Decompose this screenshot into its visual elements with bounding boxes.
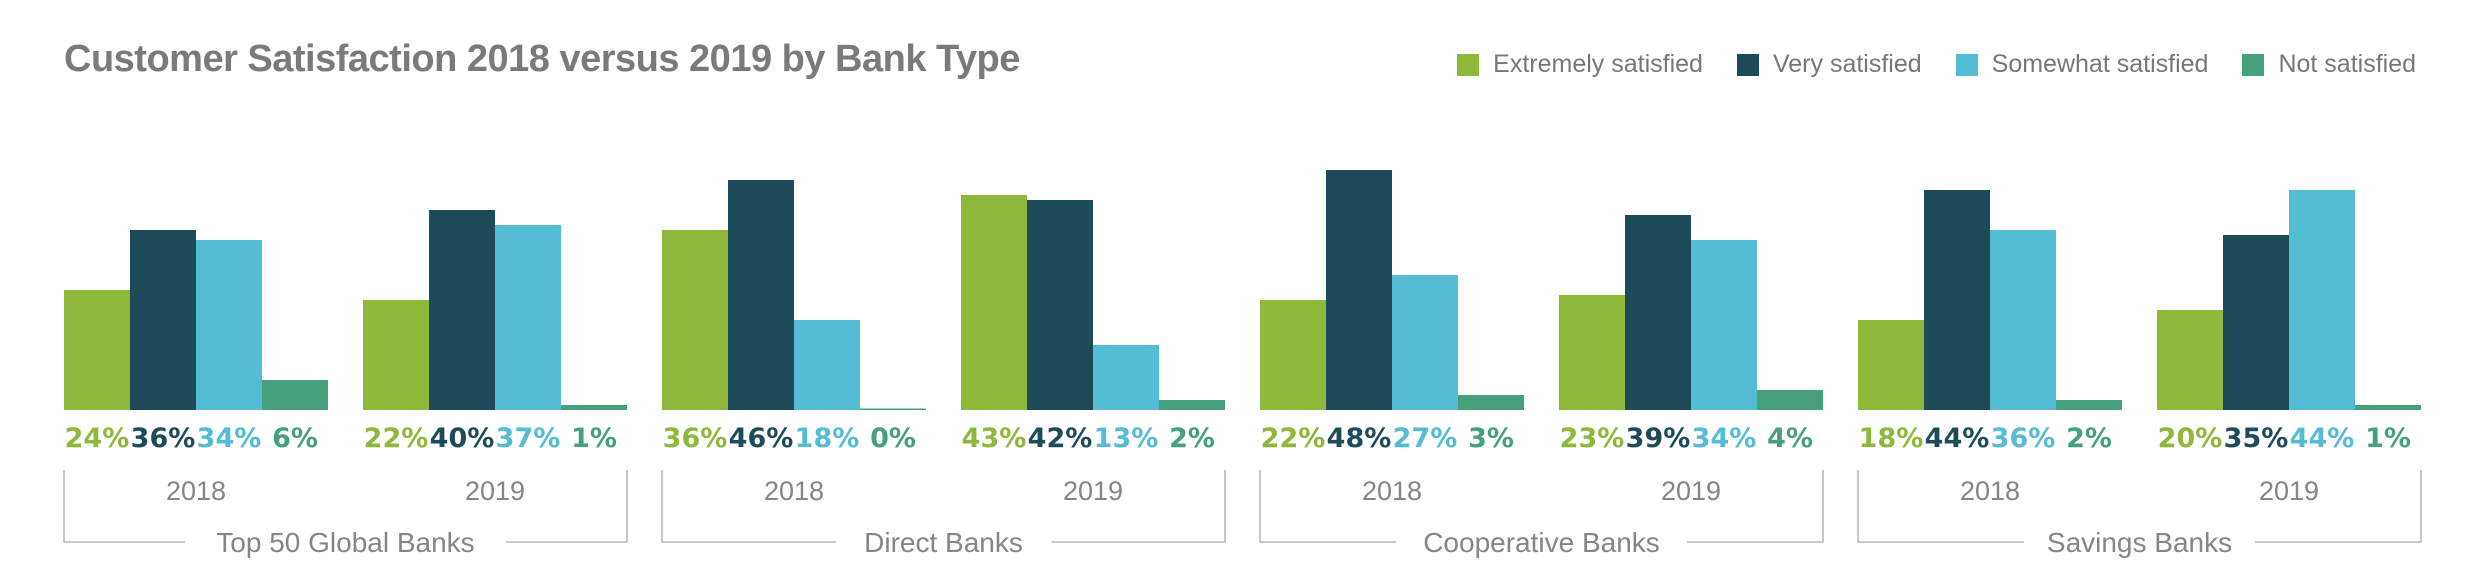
data-label-savings-banks-2019-very-satisfied: 35% bbox=[2224, 423, 2289, 454]
bar-direct-banks-2019-very-satisfied bbox=[1027, 200, 1093, 410]
data-label-cooperative-banks-2018-very-satisfied: 48% bbox=[1327, 423, 1392, 454]
legend: Extremely satisfied Very satisfied Somew… bbox=[1457, 50, 2416, 79]
bar-cooperative-banks-2019-not-satisfied bbox=[1757, 390, 1823, 410]
group-label-direct-banks: Direct Banks bbox=[864, 527, 1023, 558]
bar-direct-banks-2018-somewhat-satisfied bbox=[794, 320, 860, 410]
data-label-savings-banks-2018-extremely-satisfied: 18% bbox=[1859, 423, 1924, 454]
bar-cooperative-banks-2018-somewhat-satisfied bbox=[1392, 275, 1458, 410]
year-label-cooperative-banks-2018: 2018 bbox=[1362, 476, 1422, 506]
bar-cooperative-banks-2019-very-satisfied bbox=[1625, 215, 1691, 410]
bar-cooperative-banks-2019-somewhat-satisfied bbox=[1691, 240, 1757, 410]
bar-direct-banks-2019-somewhat-satisfied bbox=[1093, 345, 1159, 410]
data-label-cooperative-banks-2019-somewhat-satisfied: 34% bbox=[1692, 423, 1757, 454]
year-label-savings-banks-2018: 2018 bbox=[1960, 476, 2020, 506]
bar-top-50-global-banks-2019-extremely-satisfied bbox=[363, 300, 429, 410]
group-label-cooperative-banks: Cooperative Banks bbox=[1423, 527, 1660, 558]
data-label-cooperative-banks-2019-not-satisfied: 4% bbox=[1767, 423, 1813, 454]
data-label-top-50-global-banks-2019-not-satisfied: 1% bbox=[571, 423, 617, 454]
data-label-cooperative-banks-2019-very-satisfied: 39% bbox=[1626, 423, 1691, 454]
bar-cooperative-banks-2018-very-satisfied bbox=[1326, 170, 1392, 410]
data-label-direct-banks-2018-extremely-satisfied: 36% bbox=[663, 423, 728, 454]
data-label-cooperative-banks-2019-extremely-satisfied: 23% bbox=[1560, 423, 1625, 454]
group-bracket-right-cooperative-banks bbox=[1687, 470, 1824, 543]
data-label-savings-banks-2018-very-satisfied: 44% bbox=[1925, 423, 1990, 454]
legend-item-not-satisfied[interactable]: Not satisfied bbox=[2242, 50, 2416, 79]
group-bracket-left-cooperative-banks bbox=[1259, 470, 1396, 543]
legend-item-extremely-satisfied[interactable]: Extremely satisfied bbox=[1457, 50, 1703, 79]
bar-savings-banks-2019-extremely-satisfied bbox=[2157, 310, 2223, 410]
year-label-top-50-global-banks-2018: 2018 bbox=[166, 476, 226, 506]
bar-savings-banks-2018-not-satisfied bbox=[2056, 400, 2122, 410]
group-label-savings-banks: Savings Banks bbox=[2047, 527, 2232, 558]
bar-top-50-global-banks-2018-very-satisfied bbox=[130, 230, 196, 410]
year-label-direct-banks-2019: 2019 bbox=[1063, 476, 1123, 506]
data-label-top-50-global-banks-2019-extremely-satisfied: 22% bbox=[364, 423, 429, 454]
legend-label-very-satisfied: Very satisfied bbox=[1772, 50, 1922, 78]
bar-cooperative-banks-2018-extremely-satisfied bbox=[1260, 300, 1326, 410]
chart-title: Customer Satisfaction 2018 versus 2019 b… bbox=[64, 38, 1020, 80]
data-label-top-50-global-banks-2018-extremely-satisfied: 24% bbox=[65, 423, 130, 454]
group-bracket-left-savings-banks bbox=[1857, 470, 2024, 543]
data-label-direct-banks-2019-extremely-satisfied: 43% bbox=[962, 423, 1027, 454]
bar-savings-banks-2019-very-satisfied bbox=[2223, 235, 2289, 410]
bar-cooperative-banks-2019-extremely-satisfied bbox=[1559, 295, 1625, 410]
year-label-direct-banks-2018: 2018 bbox=[764, 476, 824, 506]
bar-top-50-global-banks-2018-not-satisfied bbox=[262, 380, 328, 410]
legend-swatch-very-satisfied bbox=[1736, 53, 1759, 76]
legend-swatch-somewhat-satisfied bbox=[1955, 53, 1978, 76]
legend-label-somewhat-satisfied: Somewhat satisfied bbox=[1991, 50, 2209, 78]
data-label-savings-banks-2019-not-satisfied: 1% bbox=[2365, 423, 2411, 454]
year-label-savings-banks-2019: 2019 bbox=[2259, 476, 2319, 506]
legend-label-not-satisfied: Not satisfied bbox=[2278, 50, 2416, 78]
data-label-savings-banks-2019-somewhat-satisfied: 44% bbox=[2290, 423, 2355, 454]
data-label-cooperative-banks-2018-somewhat-satisfied: 27% bbox=[1393, 423, 1458, 454]
legend-label-extremely-satisfied: Extremely satisfied bbox=[1493, 50, 1703, 78]
bar-savings-banks-2018-very-satisfied bbox=[1924, 190, 1990, 410]
data-label-direct-banks-2018-somewhat-satisfied: 18% bbox=[795, 423, 860, 454]
group-bracket-right-top-50-global-banks bbox=[506, 470, 628, 543]
bar-top-50-global-banks-2019-not-satisfied bbox=[561, 405, 627, 410]
legend-item-somewhat-satisfied[interactable]: Somewhat satisfied bbox=[1955, 50, 2209, 79]
legend-swatch-not-satisfied bbox=[2242, 53, 2265, 76]
year-label-top-50-global-banks-2019: 2019 bbox=[465, 476, 525, 506]
bar-cooperative-banks-2018-not-satisfied bbox=[1458, 395, 1524, 410]
group-bracket-left-top-50-global-banks bbox=[63, 470, 185, 543]
bar-direct-banks-2018-very-satisfied bbox=[728, 180, 794, 410]
data-label-direct-banks-2019-somewhat-satisfied: 13% bbox=[1094, 423, 1159, 454]
bar-savings-banks-2018-somewhat-satisfied bbox=[1990, 230, 2056, 410]
year-label-cooperative-banks-2019: 2019 bbox=[1661, 476, 1721, 506]
bar-top-50-global-banks-2018-somewhat-satisfied bbox=[196, 240, 262, 410]
legend-swatch-extremely-satisfied bbox=[1457, 53, 1480, 76]
group-bracket-left-direct-banks bbox=[661, 470, 836, 543]
group-bracket-right-direct-banks bbox=[1051, 470, 1226, 543]
bar-top-50-global-banks-2019-somewhat-satisfied bbox=[495, 225, 561, 410]
data-label-direct-banks-2019-not-satisfied: 2% bbox=[1169, 423, 1215, 454]
data-label-cooperative-banks-2018-not-satisfied: 3% bbox=[1468, 423, 1514, 454]
data-label-cooperative-banks-2018-extremely-satisfied: 22% bbox=[1261, 423, 1326, 454]
bar-savings-banks-2019-somewhat-satisfied bbox=[2289, 190, 2355, 410]
data-label-top-50-global-banks-2019-somewhat-satisfied: 37% bbox=[496, 423, 561, 454]
bar-savings-banks-2019-not-satisfied bbox=[2355, 405, 2421, 410]
group-label-top-50-global-banks: Top 50 Global Banks bbox=[216, 527, 474, 558]
bar-direct-banks-2019-not-satisfied bbox=[1159, 400, 1225, 410]
data-label-savings-banks-2019-extremely-satisfied: 20% bbox=[2158, 423, 2223, 454]
bar-direct-banks-2018-extremely-satisfied bbox=[662, 230, 728, 410]
data-label-savings-banks-2018-not-satisfied: 2% bbox=[2066, 423, 2112, 454]
data-label-savings-banks-2018-somewhat-satisfied: 36% bbox=[1991, 423, 2056, 454]
legend-item-very-satisfied[interactable]: Very satisfied bbox=[1736, 50, 1922, 79]
bar-top-50-global-banks-2019-very-satisfied bbox=[429, 210, 495, 410]
bar-top-50-global-banks-2018-extremely-satisfied bbox=[64, 290, 130, 410]
data-label-top-50-global-banks-2018-not-satisfied: 6% bbox=[272, 423, 318, 454]
data-label-direct-banks-2018-not-satisfied: 0% bbox=[870, 423, 916, 454]
data-label-direct-banks-2019-very-satisfied: 42% bbox=[1028, 423, 1093, 454]
data-label-top-50-global-banks-2018-somewhat-satisfied: 34% bbox=[197, 423, 262, 454]
data-label-top-50-global-banks-2019-very-satisfied: 40% bbox=[430, 423, 495, 454]
bar-direct-banks-2019-extremely-satisfied bbox=[961, 195, 1027, 410]
data-label-top-50-global-banks-2018-very-satisfied: 36% bbox=[131, 423, 196, 454]
bar-savings-banks-2018-extremely-satisfied bbox=[1858, 320, 1924, 410]
bar-direct-banks-2018-not-satisfied bbox=[860, 408, 926, 410]
data-label-direct-banks-2018-very-satisfied: 46% bbox=[729, 423, 794, 454]
group-bracket-right-savings-banks bbox=[2255, 470, 2422, 543]
